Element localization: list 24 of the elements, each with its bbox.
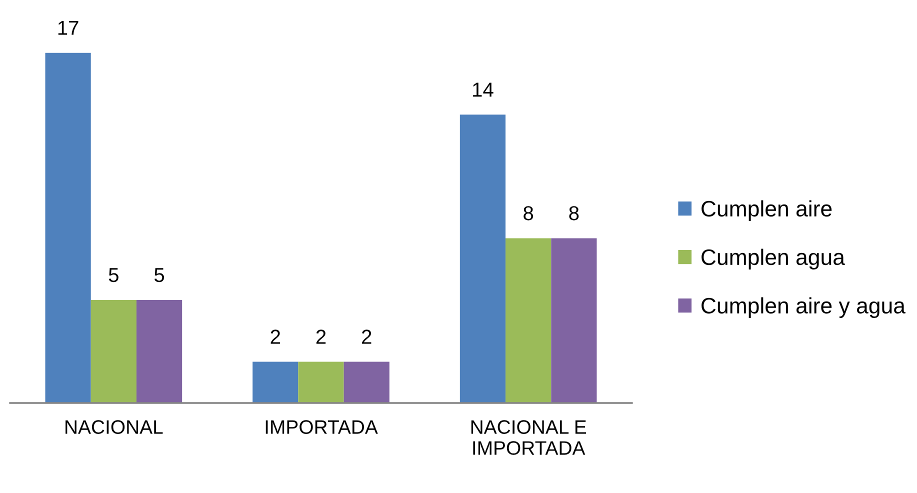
x-tick-label: NACIONAL (66, 420, 163, 434)
data-label: 14 (473, 82, 494, 97)
data-label: 5 (108, 268, 118, 282)
bar (252, 362, 298, 403)
data-label: 2 (270, 330, 280, 344)
legend-label: Cumplen aire y agua (702, 297, 906, 318)
data-label: 2 (316, 330, 326, 344)
bar (460, 114, 506, 403)
bar (298, 362, 344, 403)
bar (136, 300, 182, 403)
data-label: 8 (569, 206, 579, 220)
bar (45, 52, 91, 403)
bar (344, 362, 390, 403)
bar (506, 238, 552, 403)
bar (551, 238, 597, 403)
legend-label: Cumplen aire (702, 200, 832, 221)
x-tick-label: IMPORTADA (266, 420, 378, 434)
data-label: 5 (154, 268, 164, 282)
legend-label: Cumplen agua (702, 248, 845, 270)
bar (90, 300, 136, 403)
x-tick-label: NACIONAL E IMPORTADA (471, 420, 586, 455)
data-label: 17 (58, 20, 78, 35)
data-label: 8 (524, 206, 534, 220)
data-label: 2 (362, 330, 372, 344)
